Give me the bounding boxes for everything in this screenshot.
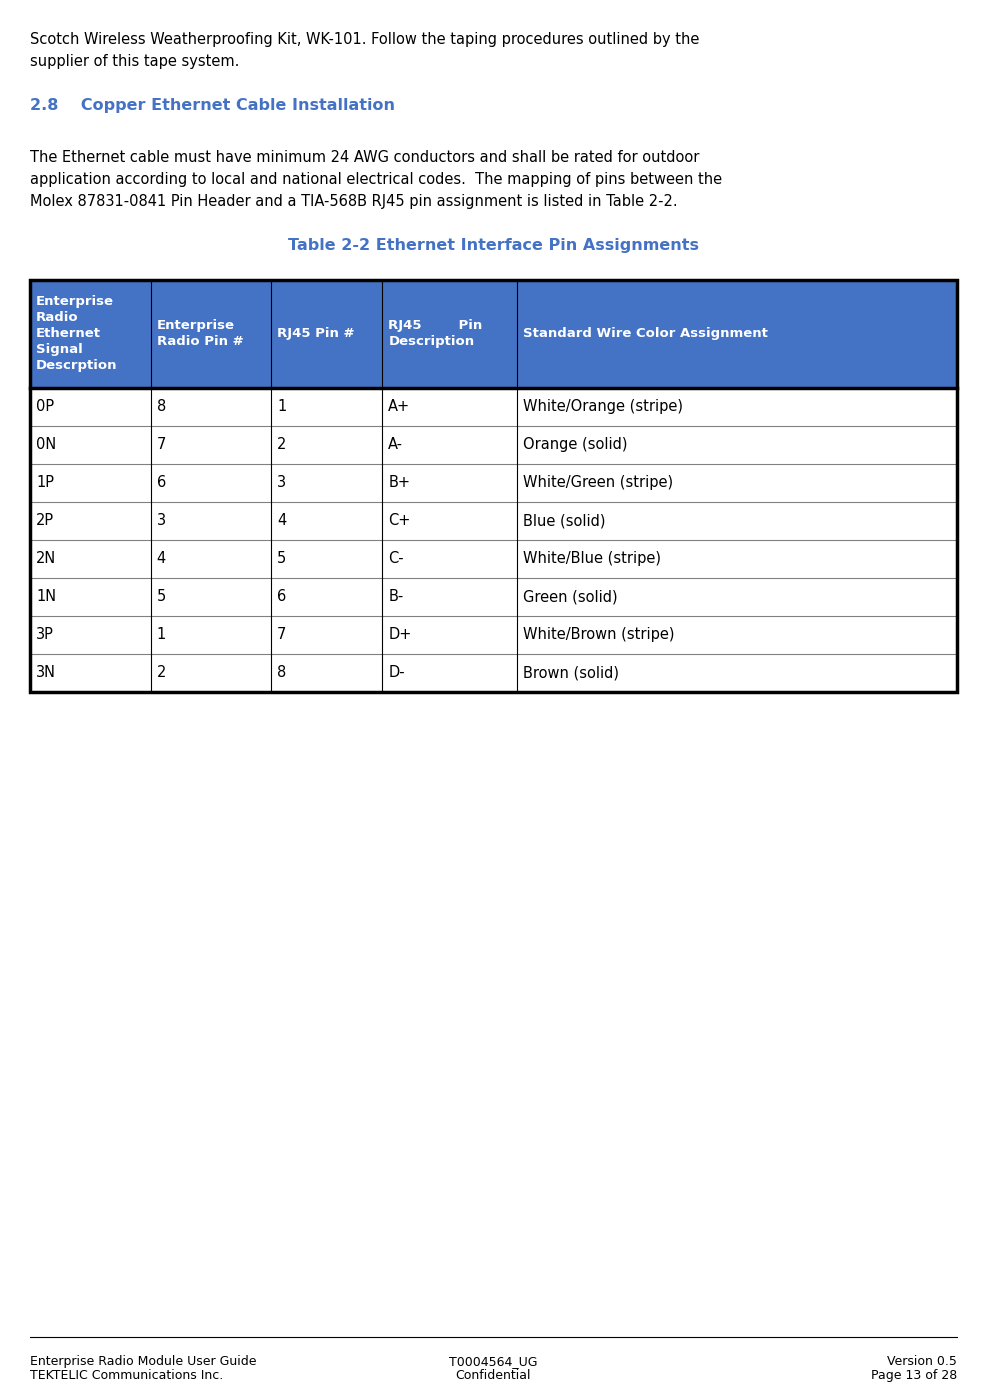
Text: 4: 4 [277, 512, 286, 528]
Bar [30, 615, 956, 654]
Text: C-: C- [387, 551, 403, 566]
Text: White/Orange (stripe): White/Orange (stripe) [523, 399, 682, 414]
Bar [30, 654, 956, 691]
Text: Molex 87831-0841 Pin Header and a TIA-568B RJ45 pin assignment is listed in Tabl: Molex 87831-0841 Pin Header and a TIA-56… [30, 194, 677, 209]
Text: Table 2-2 Ethernet Interface Pin Assignments: Table 2-2 Ethernet Interface Pin Assignm… [288, 238, 698, 253]
Bar [30, 578, 956, 615]
Text: 1N: 1N [35, 589, 56, 604]
Text: 2.8    Copper Ethernet Cable Installation: 2.8 Copper Ethernet Cable Installation [30, 98, 394, 114]
Text: 2: 2 [157, 665, 166, 680]
Text: 4: 4 [157, 551, 166, 566]
Text: 3: 3 [277, 475, 286, 490]
Text: 1: 1 [157, 627, 166, 643]
Text: B-: B- [387, 589, 403, 604]
Bar [30, 280, 956, 691]
Text: 6: 6 [277, 589, 286, 604]
Bar [30, 280, 956, 388]
Text: 1P: 1P [35, 475, 54, 490]
Text: 6: 6 [157, 475, 166, 490]
Text: Enterprise Radio Module User Guide: Enterprise Radio Module User Guide [30, 1355, 256, 1368]
Bar [30, 464, 956, 501]
Text: White/Brown (stripe): White/Brown (stripe) [523, 627, 673, 643]
Bar [30, 540, 956, 578]
Text: Page 13 of 28: Page 13 of 28 [870, 1368, 956, 1382]
Bar [30, 388, 956, 425]
Text: Version 0.5: Version 0.5 [886, 1355, 956, 1368]
Text: 7: 7 [157, 438, 166, 452]
Text: TEKTELIC Communications Inc.: TEKTELIC Communications Inc. [30, 1368, 223, 1382]
Text: 0N: 0N [35, 438, 56, 452]
Text: 0P: 0P [35, 399, 54, 414]
Text: RJ45        Pin
Description: RJ45 Pin Description [387, 319, 482, 348]
Text: 7: 7 [277, 627, 286, 643]
Text: White/Blue (stripe): White/Blue (stripe) [523, 551, 660, 566]
Text: 5: 5 [277, 551, 286, 566]
Text: Orange (solid): Orange (solid) [523, 438, 626, 452]
Text: C+: C+ [387, 512, 410, 528]
Text: 8: 8 [157, 399, 166, 414]
Text: Enterprise
Radio Pin #: Enterprise Radio Pin # [157, 319, 243, 348]
Text: Standard Wire Color Assignment: Standard Wire Color Assignment [523, 327, 767, 341]
Text: T0004564_UG: T0004564_UG [449, 1355, 537, 1368]
Bar [30, 501, 956, 540]
Text: White/Green (stripe): White/Green (stripe) [523, 475, 672, 490]
Text: 3P: 3P [35, 627, 54, 643]
Bar [30, 425, 956, 464]
Text: application according to local and national electrical codes.  The mapping of pi: application according to local and natio… [30, 172, 722, 187]
Text: 3: 3 [157, 512, 166, 528]
Text: Enterprise
Radio
Ethernet
Signal
Descrption: Enterprise Radio Ethernet Signal Descrpt… [35, 295, 117, 373]
Text: Blue (solid): Blue (solid) [523, 512, 604, 528]
Text: 1: 1 [277, 399, 286, 414]
Text: 5: 5 [157, 589, 166, 604]
Text: supplier of this tape system.: supplier of this tape system. [30, 54, 240, 69]
Text: D+: D+ [387, 627, 411, 643]
Text: 2P: 2P [35, 512, 54, 528]
Text: 2: 2 [277, 438, 286, 452]
Text: The Ethernet cable must have minimum 24 AWG conductors and shall be rated for ou: The Ethernet cable must have minimum 24 … [30, 150, 699, 165]
Text: 3N: 3N [35, 665, 56, 680]
Text: 2N: 2N [35, 551, 56, 566]
Text: 8: 8 [277, 665, 286, 680]
Text: D-: D- [387, 665, 404, 680]
Text: Scotch Wireless Weatherproofing Kit, WK-101. Follow the taping procedures outlin: Scotch Wireless Weatherproofing Kit, WK-… [30, 32, 699, 47]
Text: Confidential: Confidential [456, 1368, 530, 1382]
Text: Brown (solid): Brown (solid) [523, 665, 618, 680]
Text: A-: A- [387, 438, 403, 452]
Text: A+: A+ [387, 399, 410, 414]
Text: RJ45 Pin #: RJ45 Pin # [277, 327, 354, 341]
Text: B+: B+ [387, 475, 410, 490]
Text: Green (solid): Green (solid) [523, 589, 616, 604]
